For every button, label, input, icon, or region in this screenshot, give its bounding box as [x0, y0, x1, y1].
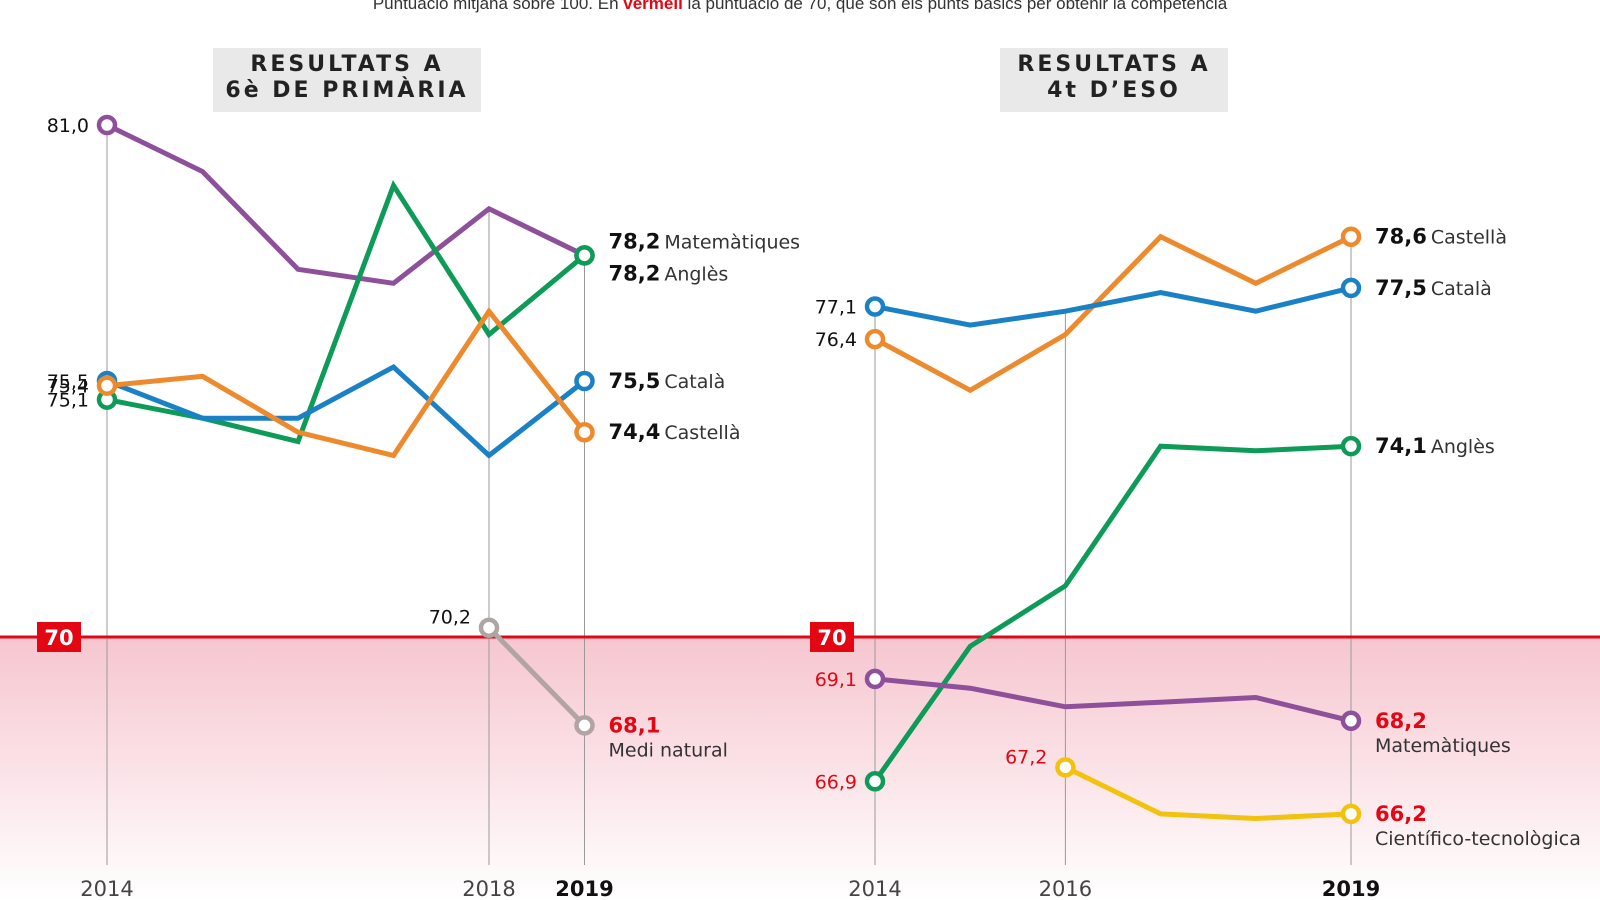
primaria-series-line-medi-natural — [487, 625, 587, 728]
eso-threshold-badge-label: 70 — [817, 626, 846, 650]
primaria-end-name-angles: Anglès — [664, 263, 728, 285]
primaria-end-value-castella: 74,4 — [609, 420, 661, 444]
panel-title-primaria: RESULTATS A 6è DE PRIMÀRIA — [213, 48, 481, 112]
subtitle-text-after: la puntuació de 70, que són els punts bà… — [682, 0, 1228, 13]
eso-start-label-catala: 77,1 — [815, 297, 857, 319]
primaria-end-point-medi-natural — [574, 715, 595, 736]
eso-start-point-catala — [864, 296, 886, 317]
eso-start-label-castella: 76,4 — [815, 329, 857, 351]
eso-end-value-catala: 77,5 — [1375, 276, 1427, 300]
primaria-end-name-catala: Català — [664, 371, 725, 393]
primaria-end-name-castella: Castellà — [664, 422, 740, 444]
eso-series-line-catal- — [874, 285, 1352, 328]
primaria-series-line-catal- — [106, 363, 587, 459]
panel-title-primaria-line1: RESULTATS A — [250, 52, 444, 77]
eso-start-point-castella — [864, 328, 886, 350]
primaria-end-name-medi-natural: Medi natural — [609, 739, 728, 761]
panel-title-eso: RESULTATS A 4t D’ESO — [1000, 48, 1228, 112]
eso-xtick-2019: 2019 — [1322, 877, 1380, 900]
eso-start-point-matematiques — [864, 668, 886, 690]
panel-title-eso-line1: RESULTATS A — [1017, 52, 1211, 77]
primaria-start-label-castella: 75,4 — [47, 376, 89, 398]
primaria-xtick-2014: 2014 — [80, 877, 133, 900]
primaria-start-label-catala: 75,5 — [47, 371, 89, 393]
primaria-threshold-badge-label: 70 — [44, 626, 73, 650]
primaria-xtick-2018: 2018 — [462, 877, 515, 900]
primaria-end-value-angles: 78,2 — [609, 261, 661, 285]
eso-start-point-cientifico-tecnologica — [1055, 757, 1076, 778]
primaria-series-line-castell- — [106, 306, 587, 459]
eso-start-label-cientifico-tecnologica: 67,2 — [1005, 746, 1047, 768]
eso-end-point-catala — [1340, 277, 1362, 299]
subtitle-text-before: Puntuació mitjana sobre 100. En — [372, 0, 624, 13]
eso-end-point-matematiques — [1340, 710, 1362, 732]
eso-end-value-castella: 78,6 — [1375, 225, 1427, 249]
eso-start-label-matematiques: 69,1 — [815, 669, 857, 691]
eso-end-name-matematiques: Matemàtiques — [1375, 735, 1511, 757]
eso-series-line-angl-s — [872, 443, 1352, 783]
primaria-start-point-medi-natural — [478, 617, 500, 638]
eso-end-name-catala: Català — [1431, 278, 1492, 300]
primaria-start-label-matematiques: 81,0 — [47, 115, 89, 137]
eso-end-value-matematiques: 68,2 — [1375, 709, 1427, 733]
primaria-end-value-catala: 75,5 — [609, 369, 661, 393]
eso-series-line-matem-tiques — [874, 676, 1352, 724]
primaria-series-line-matem-tiques — [105, 122, 586, 286]
eso-end-name-angles: Anglès — [1431, 436, 1495, 458]
eso-start-point-angles — [864, 771, 886, 792]
primaria-end-value-medi-natural: 68,1 — [609, 713, 661, 737]
primaria-end-point-castella — [574, 421, 595, 443]
primaria-threshold-badge — [37, 622, 81, 652]
primaria-start-point-castella — [96, 375, 118, 396]
primaria-start-label-medi-natural: 70,2 — [429, 607, 471, 629]
eso-end-name-cientifico-tecnologica: Científico-tecnològica — [1375, 828, 1581, 850]
panel-title-eso-line2: 4t D’ESO — [1047, 78, 1181, 103]
primaria-end-point-catala — [574, 370, 595, 392]
primaria-xtick-2019: 2019 — [555, 877, 613, 900]
panel-title-primaria-line2: 6è DE PRIMÀRIA — [225, 78, 469, 103]
eso-end-point-castella — [1340, 226, 1362, 247]
primaria-start-point-matematiques — [96, 114, 118, 136]
eso-end-point-cientifico-tecnologica — [1340, 803, 1362, 825]
eso-end-value-angles: 74,1 — [1375, 434, 1427, 458]
eso-start-label-angles: 66,9 — [815, 771, 857, 793]
eso-series-line-cient-fico-tecnol-gica — [1064, 765, 1352, 822]
eso-xtick-2014: 2014 — [848, 877, 901, 900]
eso-end-name-castella: Castellà — [1431, 227, 1507, 249]
primaria-end-value-matematiques: 78,2 — [609, 229, 661, 253]
eso-series-line-castell- — [873, 233, 1353, 394]
eso-end-point-angles — [1340, 435, 1362, 457]
primaria-end-point-angles — [574, 245, 595, 266]
chart-subtitle: Puntuació mitjana sobre 100. En vermell … — [0, 0, 1600, 14]
eso-threshold-badge — [810, 622, 854, 652]
subtitle-highlight: vermell — [623, 0, 683, 13]
primaria-end-name-matematiques: Matemàtiques — [664, 231, 800, 253]
primaria-start-label-angles: 75,1 — [47, 390, 89, 412]
primaria-series-line-angl-s — [106, 179, 587, 445]
eso-xtick-2016: 2016 — [1039, 877, 1092, 900]
below-threshold-area — [0, 637, 1600, 900]
eso-end-value-cientifico-tecnologica: 66,2 — [1375, 802, 1427, 826]
